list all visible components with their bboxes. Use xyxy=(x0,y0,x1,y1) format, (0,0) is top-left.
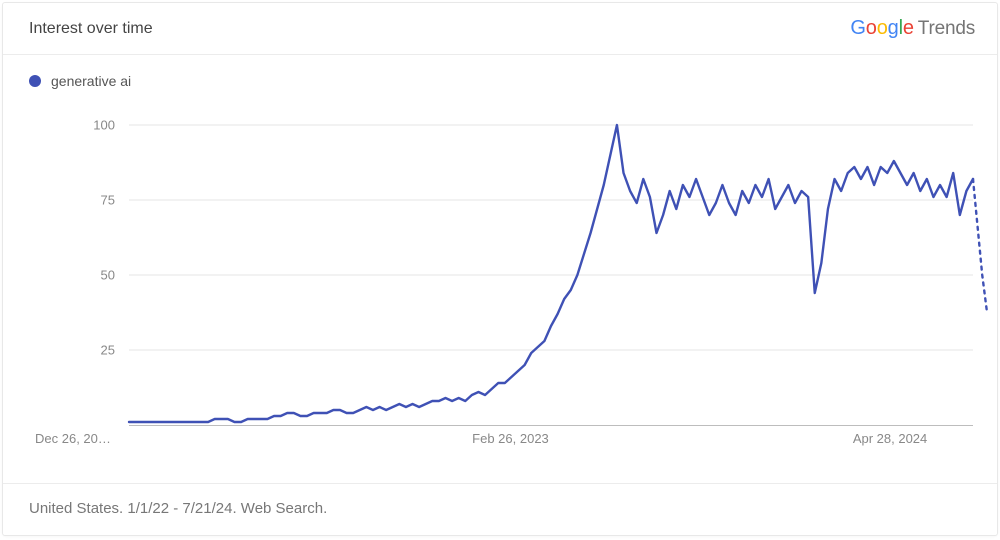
y-tick-label: 25 xyxy=(29,343,115,358)
x-tick-label: Feb 26, 2023 xyxy=(472,431,549,446)
logo-letter: e xyxy=(903,17,914,40)
x-tick-label: Dec 26, 20… xyxy=(29,431,139,446)
logo-letter: G xyxy=(850,17,865,40)
legend: generative ai xyxy=(3,55,997,95)
logo-trends-word: Trends xyxy=(918,18,975,40)
legend-label: generative ai xyxy=(51,73,131,89)
x-axis-labels: Dec 26, 20… Feb 26, 2023 Apr 28, 2024 xyxy=(29,431,971,457)
logo-letter: o xyxy=(877,17,888,40)
x-tick-label: Apr 28, 2024 xyxy=(853,431,927,446)
y-tick-label: 100 xyxy=(29,118,115,133)
google-trends-logo: Google Trends xyxy=(850,17,975,40)
card-header: Interest over time Google Trends xyxy=(3,3,997,55)
trends-card: Interest over time Google Trends generat… xyxy=(2,2,998,536)
plot: 255075100 xyxy=(29,125,971,425)
logo-letter: o xyxy=(866,17,877,40)
y-tick-label: 75 xyxy=(29,193,115,208)
legend-dot-icon xyxy=(29,75,41,87)
y-tick-label: 50 xyxy=(29,268,115,283)
logo-letter: g xyxy=(888,17,899,40)
card-footer: United States. 1/1/22 - 7/21/24. Web Sea… xyxy=(3,483,997,535)
card-title: Interest over time xyxy=(29,20,153,38)
line-chart xyxy=(129,125,973,425)
chart-area: 25 50 75 100 Dec 26, 20… Feb 26, 2023 Apr 28,… xyxy=(3,95,997,483)
